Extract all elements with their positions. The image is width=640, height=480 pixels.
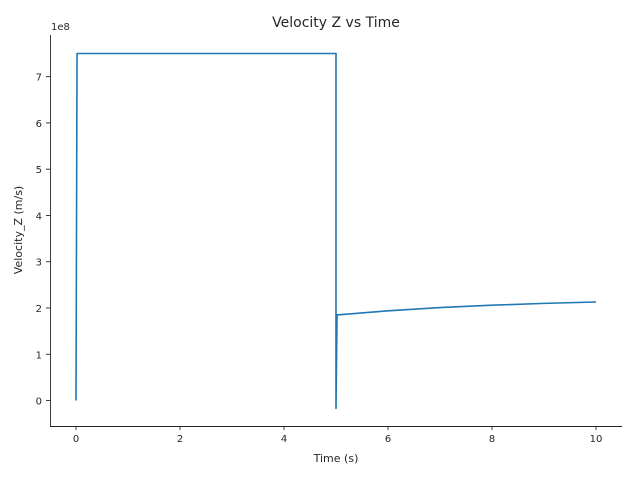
y-axis-label: Velocity_Z (m/s) (12, 186, 25, 274)
x-axis-label: Time (s) (313, 452, 359, 465)
x-tick-label: 6 (385, 434, 391, 445)
x-tick-label: 10 (590, 434, 603, 445)
y-tick-label: 7 (36, 73, 42, 84)
x-axis-ticks: 0 2 4 6 8 10 (73, 426, 603, 445)
velocity-series-line (75, 52, 597, 410)
y-tick-label: 6 (36, 119, 42, 130)
y-tick-label: 2 (36, 304, 42, 315)
y-offset-label: 1e8 (51, 22, 70, 33)
chart-title: Velocity Z vs Time (272, 15, 400, 31)
x-tick-label: 8 (489, 434, 495, 445)
x-tick-label: 2 (177, 434, 183, 445)
y-tick-label: 4 (36, 211, 42, 222)
x-tick-label: 0 (73, 434, 79, 445)
y-tick-label: 0 (36, 397, 42, 408)
y-tick-label: 1 (36, 350, 42, 361)
x-tick-label: 4 (281, 434, 287, 445)
y-axis-ticks: 0 1 2 3 4 5 6 7 (36, 73, 50, 408)
y-tick-label: 3 (36, 258, 42, 269)
y-tick-label: 5 (36, 165, 42, 176)
